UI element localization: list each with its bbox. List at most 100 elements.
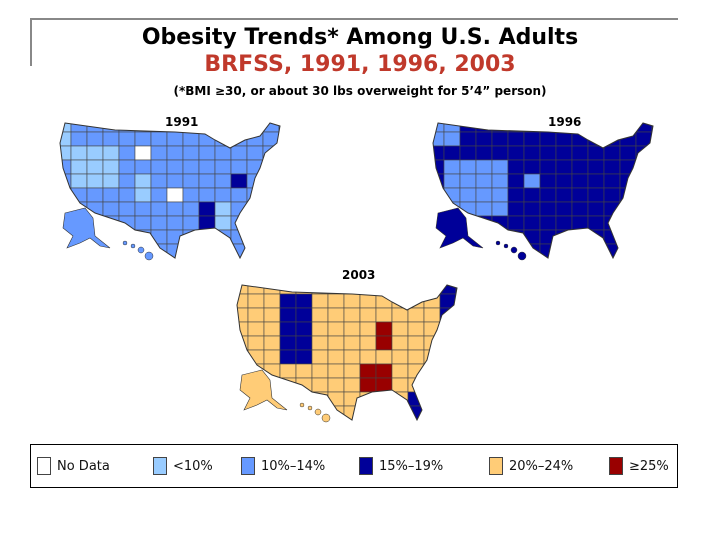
state-region [455, 293, 457, 309]
state-region [475, 173, 493, 189]
state-region [214, 145, 232, 161]
state-region [198, 201, 216, 217]
state-region [70, 131, 88, 147]
state-region [246, 187, 264, 203]
hawaii-island [314, 408, 322, 416]
state-region [455, 285, 457, 295]
state-region [343, 419, 361, 420]
state-region [539, 159, 557, 175]
state-region [587, 201, 605, 217]
state-region [359, 363, 377, 379]
state-region [619, 243, 637, 258]
state-region [118, 159, 136, 175]
state-region [587, 257, 605, 258]
map-title-1996: 1996 [548, 115, 582, 129]
alaska [239, 369, 288, 411]
state-region [278, 131, 280, 147]
state-region [391, 321, 409, 337]
state-region [278, 159, 280, 175]
state-region [571, 257, 589, 258]
state-region [375, 285, 393, 295]
state-region [311, 307, 329, 323]
state-region [279, 349, 297, 365]
state-region [587, 123, 605, 133]
state-region [359, 307, 377, 323]
state-cells [60, 123, 280, 258]
state-region [118, 229, 136, 245]
state-region [214, 159, 232, 175]
state-region [423, 405, 441, 420]
state-region [375, 335, 393, 351]
state-region [407, 307, 425, 323]
state-region [523, 187, 541, 203]
state-region [278, 173, 280, 189]
state-cells [237, 285, 457, 420]
state-region [443, 159, 461, 175]
state-region [443, 243, 461, 258]
state-region [86, 131, 104, 147]
hawaii-island [144, 251, 154, 261]
legend-item-10-14: 10%–14% [241, 457, 325, 475]
state-region [166, 145, 184, 161]
state-region [102, 159, 120, 175]
state-region [60, 187, 72, 203]
state-region [295, 419, 313, 420]
state-region [359, 335, 377, 351]
state-region [230, 187, 248, 203]
state-region [263, 349, 281, 365]
state-region [182, 201, 200, 217]
state-region [198, 123, 216, 133]
state-region [507, 123, 525, 133]
state-region [603, 159, 621, 175]
state-region [134, 131, 152, 147]
state-region [295, 335, 313, 351]
state-region [423, 363, 441, 379]
state-region [278, 201, 280, 217]
state-region [635, 243, 653, 258]
state-region [619, 187, 637, 203]
legend-label: 20%–24% [509, 458, 574, 474]
state-region [230, 131, 248, 147]
bmi-note: (*BMI ≥30, or about 30 lbs overweight fo… [173, 84, 547, 98]
hawaii-island [510, 246, 518, 254]
state-region [343, 363, 361, 379]
state-region [327, 391, 345, 407]
state-region [407, 419, 425, 420]
state-region [523, 257, 541, 258]
state-region [86, 159, 104, 175]
state-region [539, 145, 557, 161]
state-region [182, 187, 200, 203]
state-region [407, 349, 425, 365]
state-region [182, 173, 200, 189]
state-region [459, 257, 477, 258]
state-region [278, 257, 280, 258]
state-region [635, 187, 653, 203]
state-region [134, 215, 152, 231]
state-region [619, 257, 637, 258]
state-region [651, 215, 653, 231]
state-region [407, 377, 425, 393]
state-region [443, 145, 461, 161]
state-region [635, 159, 653, 175]
state-region [262, 187, 280, 203]
map-2003 [236, 284, 458, 423]
state-region [523, 201, 541, 217]
state-region [134, 201, 152, 217]
state-region [327, 285, 345, 295]
state-region [237, 419, 249, 420]
state-region [651, 187, 653, 203]
state-region [571, 145, 589, 161]
state-region [571, 229, 589, 245]
us-outline [59, 122, 281, 260]
state-region [198, 145, 216, 161]
state-region [134, 123, 152, 133]
state-region [587, 159, 605, 175]
state-region [455, 349, 457, 365]
hawaii-island [517, 251, 527, 261]
state-region [70, 173, 88, 189]
legend-swatch [153, 457, 167, 475]
state-region [102, 173, 120, 189]
state-region [571, 159, 589, 175]
us-outline [236, 284, 458, 422]
state-region [262, 257, 280, 258]
